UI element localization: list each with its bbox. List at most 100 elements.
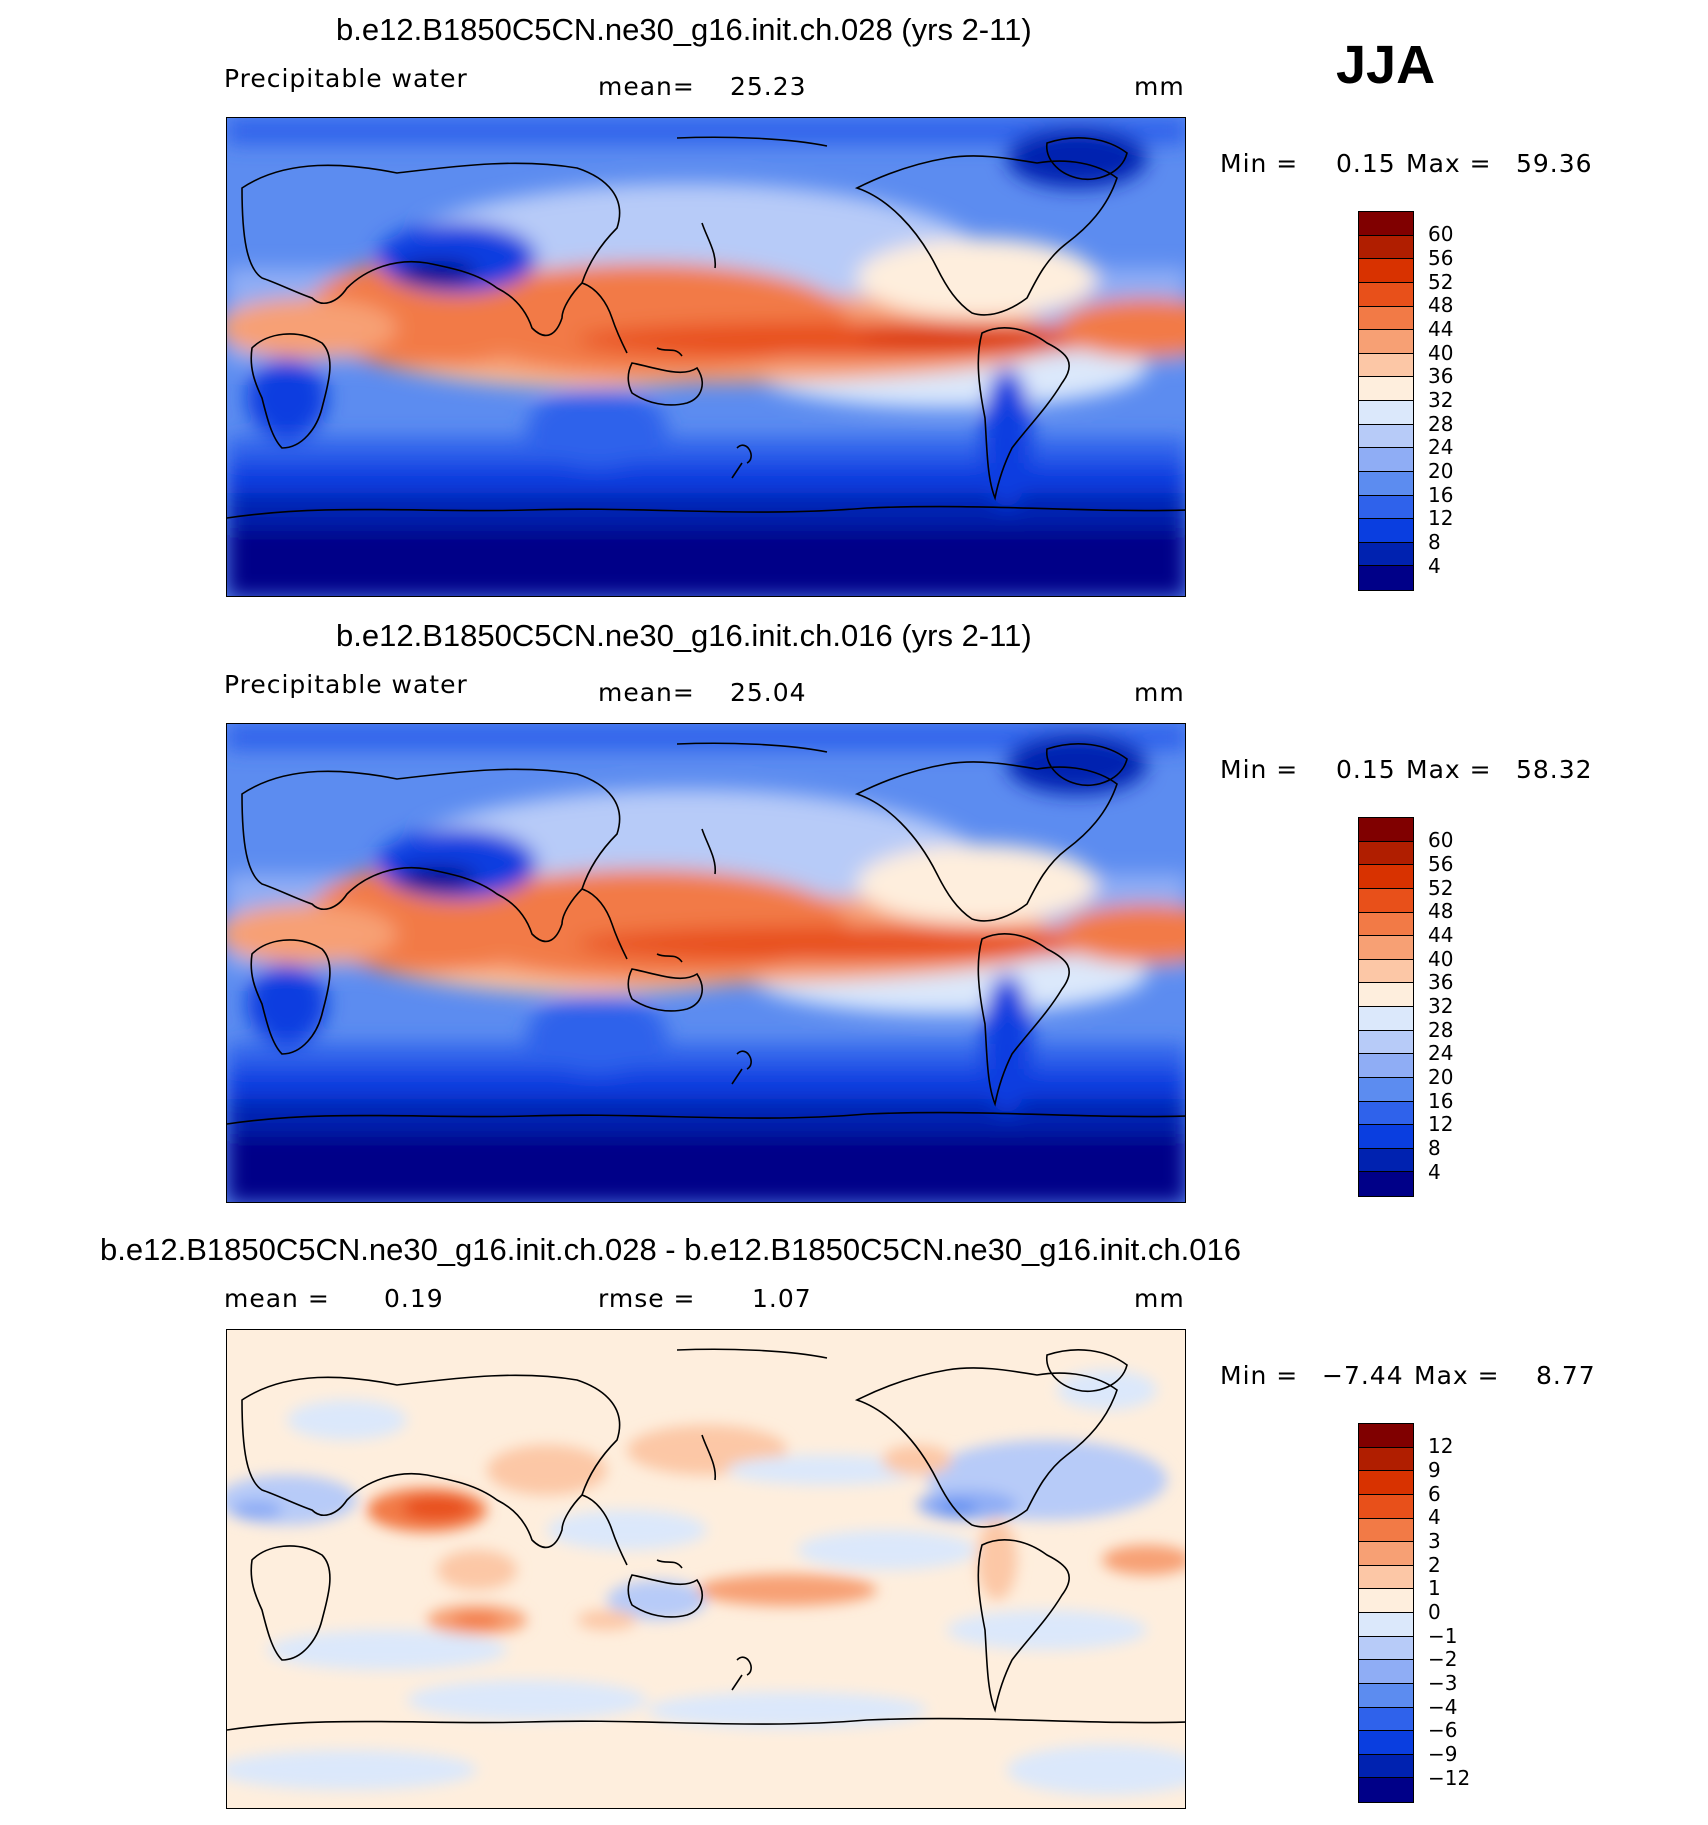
panel2-cbar-label: 8 [1428, 1136, 1441, 1160]
panel3-max-label: Max = [1414, 1361, 1500, 1390]
panel3-cbar-label: 1 [1428, 1576, 1441, 1600]
panel1-cbar-label: 28 [1428, 412, 1454, 436]
colorbar-swatch [1359, 1494, 1413, 1519]
panel2-cbar-label: 52 [1428, 876, 1454, 900]
panel1-max-label: Max = [1406, 149, 1492, 178]
panel2-variable: Precipitable water [224, 670, 468, 699]
colorbar-swatch [1359, 1660, 1413, 1684]
panel1-cbar-label: 4 [1428, 554, 1441, 578]
panel2-cbar-label: 28 [1428, 1018, 1454, 1042]
panel1-mean-value: 25.23 [730, 72, 807, 101]
panel3-cbar-label: 2 [1428, 1553, 1441, 1577]
panel3-rmse-value: 1.07 [752, 1284, 812, 1313]
panel1-cbar-label: 12 [1428, 506, 1454, 530]
colorbar-swatch [1359, 936, 1413, 960]
panel3-cbar-label: −6 [1428, 1718, 1458, 1742]
panel3-title: b.e12.B1850C5CN.ne30_g16.init.ch.028 - b… [100, 1232, 1241, 1267]
panel3-cbar-label: 6 [1428, 1482, 1441, 1506]
colorbar-swatch [1359, 1731, 1413, 1755]
panel2-cbar-label: 60 [1428, 828, 1454, 852]
panel3-mean-label: mean = [224, 1284, 330, 1313]
panel1-max-value: 59.36 [1516, 149, 1593, 178]
panel3-cbar-label: 9 [1428, 1458, 1441, 1482]
colorbar-swatch [1359, 841, 1413, 866]
panel2-max-label: Max = [1406, 755, 1492, 784]
colorbar-swatch [1359, 306, 1413, 331]
panel2-cbar-label: 24 [1428, 1041, 1454, 1065]
panel3-units: mm [1134, 1284, 1185, 1313]
panel1-cbar-label: 44 [1428, 317, 1454, 341]
colorbar-swatch [1359, 1471, 1413, 1495]
panel1-title: b.e12.B1850C5CN.ne30_g16.init.ch.028 (yr… [336, 12, 1032, 47]
panel3-mean-value: 0.19 [384, 1284, 444, 1313]
panel1-units: mm [1134, 72, 1185, 101]
colorbar-swatch [1359, 1148, 1413, 1173]
panel3-cbar-label: −2 [1428, 1647, 1458, 1671]
colorbar-swatch [1359, 1565, 1413, 1590]
panel1-min-label: Min = [1220, 149, 1299, 178]
colorbar-swatch [1359, 865, 1413, 889]
colorbar-swatch [1359, 353, 1413, 378]
panel3-cbar-label: −1 [1428, 1624, 1458, 1648]
colorbar-swatch [1359, 1447, 1413, 1472]
panel2-mean-label: mean= [598, 678, 695, 707]
colorbar-swatch [1359, 542, 1413, 567]
colorbar-swatch [1359, 1707, 1413, 1732]
panel2-cbar-label: 16 [1428, 1089, 1454, 1113]
panel2-mean-value: 25.04 [730, 678, 807, 707]
colorbar-swatch [1359, 448, 1413, 472]
colorbar-swatch [1359, 330, 1413, 354]
panel2-units: mm [1134, 678, 1185, 707]
panel2-colorbar [1358, 817, 1414, 1197]
colorbar-swatch [1359, 424, 1413, 449]
colorbar-swatch [1359, 818, 1413, 842]
colorbar-swatch [1359, 1424, 1413, 1448]
panel2-map-svg [227, 724, 1185, 1202]
panel1-cbar-label: 56 [1428, 246, 1454, 270]
panel3-cbar-label: −12 [1428, 1766, 1471, 1790]
panel1-colorbar [1358, 211, 1414, 591]
panel3-cbar-label: 0 [1428, 1600, 1441, 1624]
panel2-cbar-label: 48 [1428, 899, 1454, 923]
panel1-cbar-label: 8 [1428, 530, 1441, 554]
colorbar-swatch [1359, 1754, 1413, 1779]
panel1-cbar-label: 16 [1428, 483, 1454, 507]
panel2-cbar-label: 4 [1428, 1160, 1441, 1184]
panel3-cbar-label: −4 [1428, 1695, 1458, 1719]
colorbar-swatch [1359, 1054, 1413, 1078]
panel2-cbar-label: 32 [1428, 994, 1454, 1018]
colorbar-swatch [1359, 1613, 1413, 1637]
colorbar-swatch [1359, 471, 1413, 496]
panel2-min-label: Min = [1220, 755, 1299, 784]
colorbar-swatch [1359, 1007, 1413, 1031]
panel2-cbar-label: 56 [1428, 852, 1454, 876]
season-label: JJA [1336, 35, 1436, 95]
colorbar-swatch [1359, 959, 1413, 984]
colorbar-swatch [1359, 1589, 1413, 1613]
panel1-cbar-label: 52 [1428, 270, 1454, 294]
panel3-cbar-label: 12 [1428, 1434, 1454, 1458]
panel3-field-layers [227, 1370, 1185, 1795]
panel2-cbar-label: 40 [1428, 947, 1454, 971]
colorbar-swatch [1359, 212, 1413, 236]
panel3-coastlines [227, 1348, 1185, 1731]
panel1-cbar-label: 48 [1428, 293, 1454, 317]
panel3-max-value: 8.77 [1536, 1361, 1596, 1390]
panel2-min-value: 0.15 [1336, 755, 1396, 784]
panel3-cbar-label: 4 [1428, 1505, 1441, 1529]
panel3-map [226, 1329, 1186, 1809]
panel1-variable: Precipitable water [224, 64, 468, 93]
panel2-cbar-label: 20 [1428, 1065, 1454, 1089]
panel3-rmse-label: rmse = [598, 1284, 696, 1313]
panel2-field-layers [227, 724, 1185, 1202]
panel1-cbar-label: 60 [1428, 222, 1454, 246]
panel1-mean-label: mean= [598, 72, 695, 101]
panel3-colorbar [1358, 1423, 1414, 1803]
colorbar-swatch [1359, 1542, 1413, 1566]
colorbar-swatch [1359, 1125, 1413, 1149]
panel1-coastlines [227, 136, 1185, 519]
colorbar-swatch [1359, 519, 1413, 543]
colorbar-swatch [1359, 259, 1413, 283]
colorbar-swatch [1359, 377, 1413, 401]
panel1-cbar-label: 32 [1428, 388, 1454, 412]
